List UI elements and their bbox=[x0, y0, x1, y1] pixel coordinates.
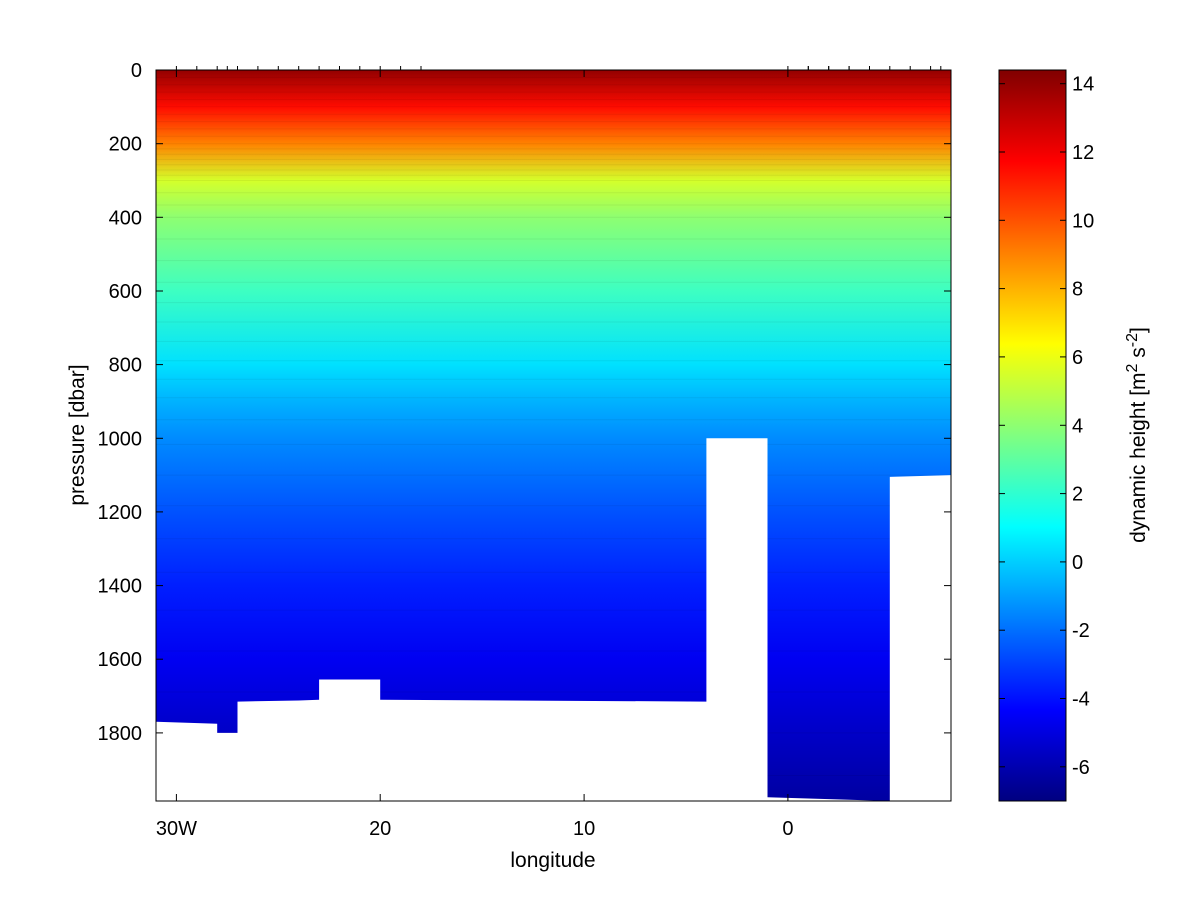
colorbar-label-name: dynamic height bbox=[1127, 401, 1150, 542]
x-tick-label: 10 bbox=[573, 818, 595, 840]
colorbar-tick-label: -6 bbox=[1072, 757, 1090, 779]
colorbar-tick-label: 12 bbox=[1072, 142, 1094, 164]
y-tick-label: 1800 bbox=[98, 723, 143, 745]
colorbar-unit-end: ] bbox=[1127, 327, 1150, 333]
y-tick-label: 800 bbox=[109, 355, 142, 377]
colorbar-tick-label: 6 bbox=[1072, 347, 1083, 369]
contour-bands bbox=[156, 70, 951, 776]
colorbar-tick-label: -4 bbox=[1072, 689, 1090, 711]
x-tick-label: 20 bbox=[369, 818, 391, 840]
colorbar-scale bbox=[998, 69, 1067, 802]
colorbar-unit-sup2: -2 bbox=[1124, 333, 1141, 347]
x-tick-label: 30W bbox=[156, 818, 197, 840]
plot-area: 30W 20 10 0 0 200 400 600 800 1000 1200 1400 1600 18… bbox=[98, 60, 952, 840]
bathymetry-mask bbox=[156, 438, 951, 801]
dynamic-height-field bbox=[156, 70, 951, 801]
y-tick-label: 0 bbox=[131, 60, 142, 82]
colorbar-unit-sup1: 2 bbox=[1124, 363, 1141, 372]
colorbar-tick-label: 4 bbox=[1072, 415, 1083, 437]
x-axis-ticks: 30W 20 10 0 bbox=[156, 70, 793, 840]
y-tick-label: 1600 bbox=[98, 649, 143, 671]
colorbar-ticks: -6 -4 -2 0 2 4 6 8 10 12 14 bbox=[999, 74, 1094, 779]
colorbar-label: dynamic height [m2 s-2] bbox=[1124, 327, 1151, 543]
colorbar-tick-label: 14 bbox=[1072, 74, 1094, 96]
y-axis-label: pressure [dbar] bbox=[66, 364, 89, 505]
x-tick-label: 0 bbox=[782, 818, 793, 840]
colorbar-unit-base: [m bbox=[1127, 372, 1150, 395]
y-tick-label: 1200 bbox=[98, 502, 143, 524]
colorbar-tick-label: 8 bbox=[1072, 279, 1083, 301]
x-axis-label: longitude bbox=[510, 849, 595, 872]
colorbar-tick-label: 0 bbox=[1072, 552, 1083, 574]
colorbar-tick-label: 10 bbox=[1072, 210, 1094, 232]
colorbar-unit-mid: s bbox=[1127, 347, 1150, 363]
y-tick-label: 1400 bbox=[98, 576, 143, 598]
colorbar-tick-label: 2 bbox=[1072, 484, 1083, 506]
y-tick-label: 200 bbox=[109, 134, 142, 156]
station-tick-marks bbox=[175, 66, 942, 70]
plot-frame bbox=[155, 69, 952, 802]
y-tick-label: 400 bbox=[109, 207, 142, 229]
colorbar-tick-label: -2 bbox=[1072, 620, 1090, 642]
y-axis-ticks: 0 200 400 600 800 1000 1200 1400 1600 1800 bbox=[98, 60, 951, 745]
y-tick-label: 600 bbox=[109, 281, 142, 303]
y-tick-label: 1000 bbox=[98, 428, 143, 450]
